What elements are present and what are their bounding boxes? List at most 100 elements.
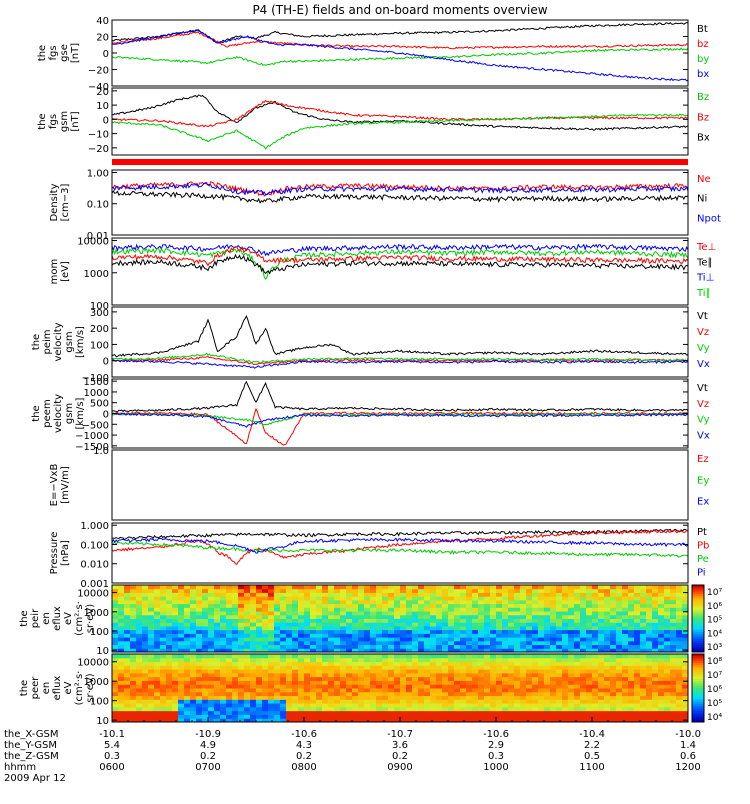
- spectrogram-cell: [154, 691, 161, 697]
- spectrogram-cell: [142, 665, 149, 670]
- spectrogram-cell: [574, 607, 581, 612]
- spectrogram-cell: [526, 665, 533, 670]
- spectrogram-cell: [166, 625, 173, 631]
- spectrogram-cell: [136, 588, 143, 593]
- spectrogram-cell: [310, 637, 317, 642]
- spectrogram-cell: [562, 637, 569, 642]
- spectrogram-cell: [382, 699, 389, 704]
- spectrogram-cell: [298, 665, 305, 670]
- spectrogram-cell: [250, 703, 257, 708]
- spectrogram-cell: [652, 695, 659, 700]
- spectrogram-cell: [232, 699, 239, 704]
- spectrogram-cell: [154, 672, 161, 678]
- spectrogram-cell: [334, 629, 341, 634]
- spectrogram-cell: [616, 629, 623, 634]
- spectrogram-cell: [346, 633, 353, 638]
- y-axis-label-line: en: [41, 682, 52, 695]
- spectrogram-cell: [196, 588, 203, 593]
- spectrogram-cell: [400, 588, 407, 593]
- spectrogram-cell: [166, 661, 173, 666]
- spectrogram-cell: [352, 703, 359, 708]
- spectrogram-cell: [526, 657, 533, 663]
- spectrogram-cell: [310, 699, 317, 704]
- spectrogram-cell: [664, 644, 671, 649]
- spectrogram-cell: [520, 684, 527, 689]
- spectrogram-cell: [394, 644, 401, 649]
- spectrogram-cell: [448, 607, 455, 612]
- spectrogram-cell: [640, 592, 647, 597]
- spectrogram-cell: [526, 695, 533, 700]
- spectrogram-cell: [286, 607, 293, 612]
- spectrogram-cell: [358, 618, 365, 623]
- spectrogram-cell: [430, 706, 437, 712]
- spectrogram-cell: [484, 618, 491, 623]
- spectrogram-cell: [544, 622, 551, 627]
- spectrogram-cell: [268, 695, 275, 700]
- spectrogram-cell: [358, 599, 365, 605]
- spectrogram-cell: [592, 706, 599, 712]
- spectrogram-cell: [640, 706, 647, 712]
- spectrogram-cell: [328, 648, 335, 653]
- spectrogram-cell: [196, 703, 203, 708]
- spectrogram-cell: [250, 672, 257, 678]
- spectrogram-cell: [244, 596, 251, 601]
- spectrogram-cell: [628, 640, 635, 646]
- spectrogram-cell: [466, 710, 473, 715]
- spectrogram-cell: [316, 648, 323, 653]
- spectrogram-cell: [166, 669, 173, 674]
- spectrogram-cell: [316, 622, 323, 627]
- spectrogram-cell: [364, 669, 371, 674]
- spectrogram-cell: [676, 599, 683, 605]
- spectrogram-cell: [640, 699, 647, 704]
- spectrogram-cell: [532, 669, 539, 674]
- spectrogram-cell: [256, 672, 263, 678]
- spectrogram-cell: [628, 672, 635, 678]
- spectrogram-cell: [604, 703, 611, 708]
- spectrogram-cell: [184, 661, 191, 666]
- spectrogram-cell: [682, 661, 689, 666]
- spectrogram-cell: [184, 680, 191, 685]
- spectrogram-cell: [178, 665, 185, 670]
- spectrogram-cell: [532, 599, 539, 605]
- spectrogram-cell: [448, 622, 455, 627]
- spectrogram-cell: [646, 714, 653, 719]
- spectrogram-cell: [484, 684, 491, 689]
- spectrogram-cell: [328, 654, 335, 659]
- spectrogram-cell: [178, 695, 185, 700]
- spectrogram-cell: [316, 680, 323, 685]
- spectrogram-cell: [352, 614, 359, 619]
- spectrogram-cell: [172, 607, 179, 612]
- spectrogram-cell: [136, 599, 143, 605]
- spectrogram-cell: [652, 699, 659, 704]
- colorbar-step: [692, 585, 704, 588]
- spectrogram-cell: [196, 710, 203, 715]
- spectrogram-cell: [250, 710, 257, 715]
- spectrogram-cell: [538, 625, 545, 631]
- spectrogram-cell: [196, 669, 203, 674]
- spectrogram-cell: [448, 618, 455, 623]
- spectrogram-cell: [412, 661, 419, 666]
- spectrogram-cell: [532, 691, 539, 697]
- spectrogram-cell: [670, 714, 677, 719]
- spectrogram-cell: [676, 703, 683, 708]
- spectrogram-cell: [604, 614, 611, 619]
- spectrogram-cell: [376, 637, 383, 642]
- spectrogram-cell: [292, 625, 299, 631]
- spectrogram-cell: [442, 618, 449, 623]
- spectrogram-cell: [118, 625, 125, 631]
- spectrogram-cell: [508, 607, 515, 612]
- spectrogram-cell: [400, 688, 407, 693]
- spectrogram-cell: [472, 618, 479, 623]
- spectrogram-cell: [550, 714, 557, 719]
- spectrogram-cell: [328, 618, 335, 623]
- spectrogram-cell: [520, 676, 527, 681]
- spectrogram-cell: [232, 676, 239, 681]
- spectrogram-cell: [406, 588, 413, 593]
- legend-entry: Vx: [697, 430, 710, 441]
- spectrogram-cell: [586, 599, 593, 605]
- spectrogram-cell: [622, 661, 629, 666]
- spectrogram-cell: [346, 680, 353, 685]
- legend-entry: Ex: [697, 497, 709, 508]
- spectrogram-cell: [598, 718, 605, 723]
